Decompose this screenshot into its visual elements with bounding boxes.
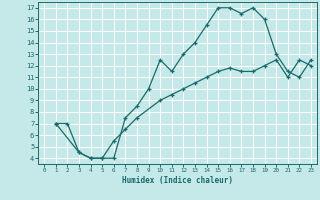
X-axis label: Humidex (Indice chaleur): Humidex (Indice chaleur) <box>122 176 233 185</box>
